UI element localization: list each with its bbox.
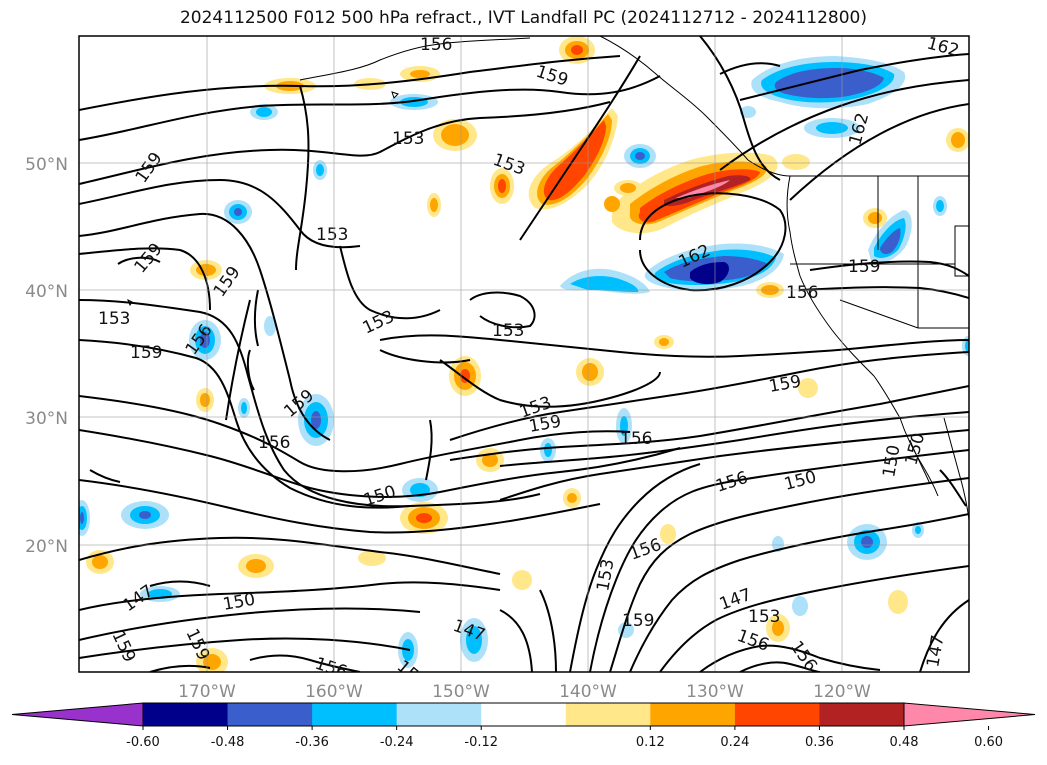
colorbar-tick-label: -0.24 — [380, 735, 414, 750]
contour-label: 156 — [420, 35, 452, 55]
gridlines — [79, 36, 969, 672]
contour-label: 153 — [392, 129, 424, 149]
contour-labels: 156 159 153 153 159 153 159 159 153 159 … — [98, 35, 961, 672]
colorbar-segment — [312, 703, 398, 726]
colorbar-segment — [143, 703, 229, 726]
contour-label: 156 — [258, 433, 290, 453]
lon-label: 170°W — [178, 682, 236, 702]
colorbar-segment — [227, 703, 313, 726]
colorbar-extend-low — [11, 702, 144, 727]
contour-label: 159 — [848, 257, 880, 277]
colorbar-border — [142, 702, 905, 727]
chart-title: 2024112500 F012 500 hPa refract., IVT La… — [179, 8, 867, 28]
contour-label: 159 — [622, 611, 654, 631]
contour-label: 153 — [492, 321, 524, 341]
map-frame — [78, 35, 970, 673]
lon-label: 160°W — [305, 682, 363, 702]
colorbar-tick-label: -0.60 — [126, 735, 160, 750]
colorbar-tick-label: 0.60 — [974, 735, 1003, 750]
contour-label: 153 — [316, 225, 348, 245]
contour-label: 156 — [620, 429, 652, 449]
lat-label: 50°N — [25, 155, 68, 175]
map-background — [79, 36, 969, 672]
coastlines — [127, 36, 969, 521]
colorbar-segment — [650, 703, 736, 726]
colorbar-tick-label: -0.12 — [464, 735, 498, 750]
lat-label: 30°N — [25, 409, 68, 429]
colorbar: -0.60 -0.48 -0.36 -0.24 -0.12 0.12 0.24 0.36 0.4… — [11, 702, 1036, 750]
contour-label: 153 — [98, 309, 130, 329]
contour-lines — [79, 36, 969, 672]
colorbar-segment — [819, 703, 905, 726]
lon-label: 150°W — [432, 682, 490, 702]
lon-label: 120°W — [813, 682, 871, 702]
colorbar-tick-label: 0.48 — [890, 735, 919, 750]
colorbar-tick-label: 0.36 — [805, 735, 834, 750]
colorbar-segment — [565, 703, 651, 726]
lon-label: 130°W — [686, 682, 744, 702]
map-content: 156 159 153 153 159 153 159 159 153 159 … — [79, 35, 969, 672]
lat-label: 40°N — [25, 282, 68, 302]
lon-label: 140°W — [559, 682, 617, 702]
colorbar-tick-label: 0.24 — [720, 735, 749, 750]
colorbar-segment — [481, 703, 567, 726]
colorbar-tick-label: 0.12 — [636, 735, 665, 750]
contour-label: 159 — [130, 343, 162, 363]
colorbar-segment — [396, 703, 482, 726]
contour-label: 156 — [786, 283, 818, 303]
colorbar-extend-high — [903, 702, 1036, 727]
colorbar-segment — [734, 703, 820, 726]
colorbar-tick-label: -0.36 — [295, 735, 329, 750]
colorbar-tick-label: -0.48 — [211, 735, 245, 750]
lon-labels: 170°W 160°W 150°W 140°W 130°W 120°W — [178, 682, 871, 702]
lat-labels: 50°N 40°N 30°N 20°N — [25, 155, 68, 557]
lat-label: 20°N — [25, 537, 68, 557]
contour-label: 153 — [748, 607, 780, 627]
